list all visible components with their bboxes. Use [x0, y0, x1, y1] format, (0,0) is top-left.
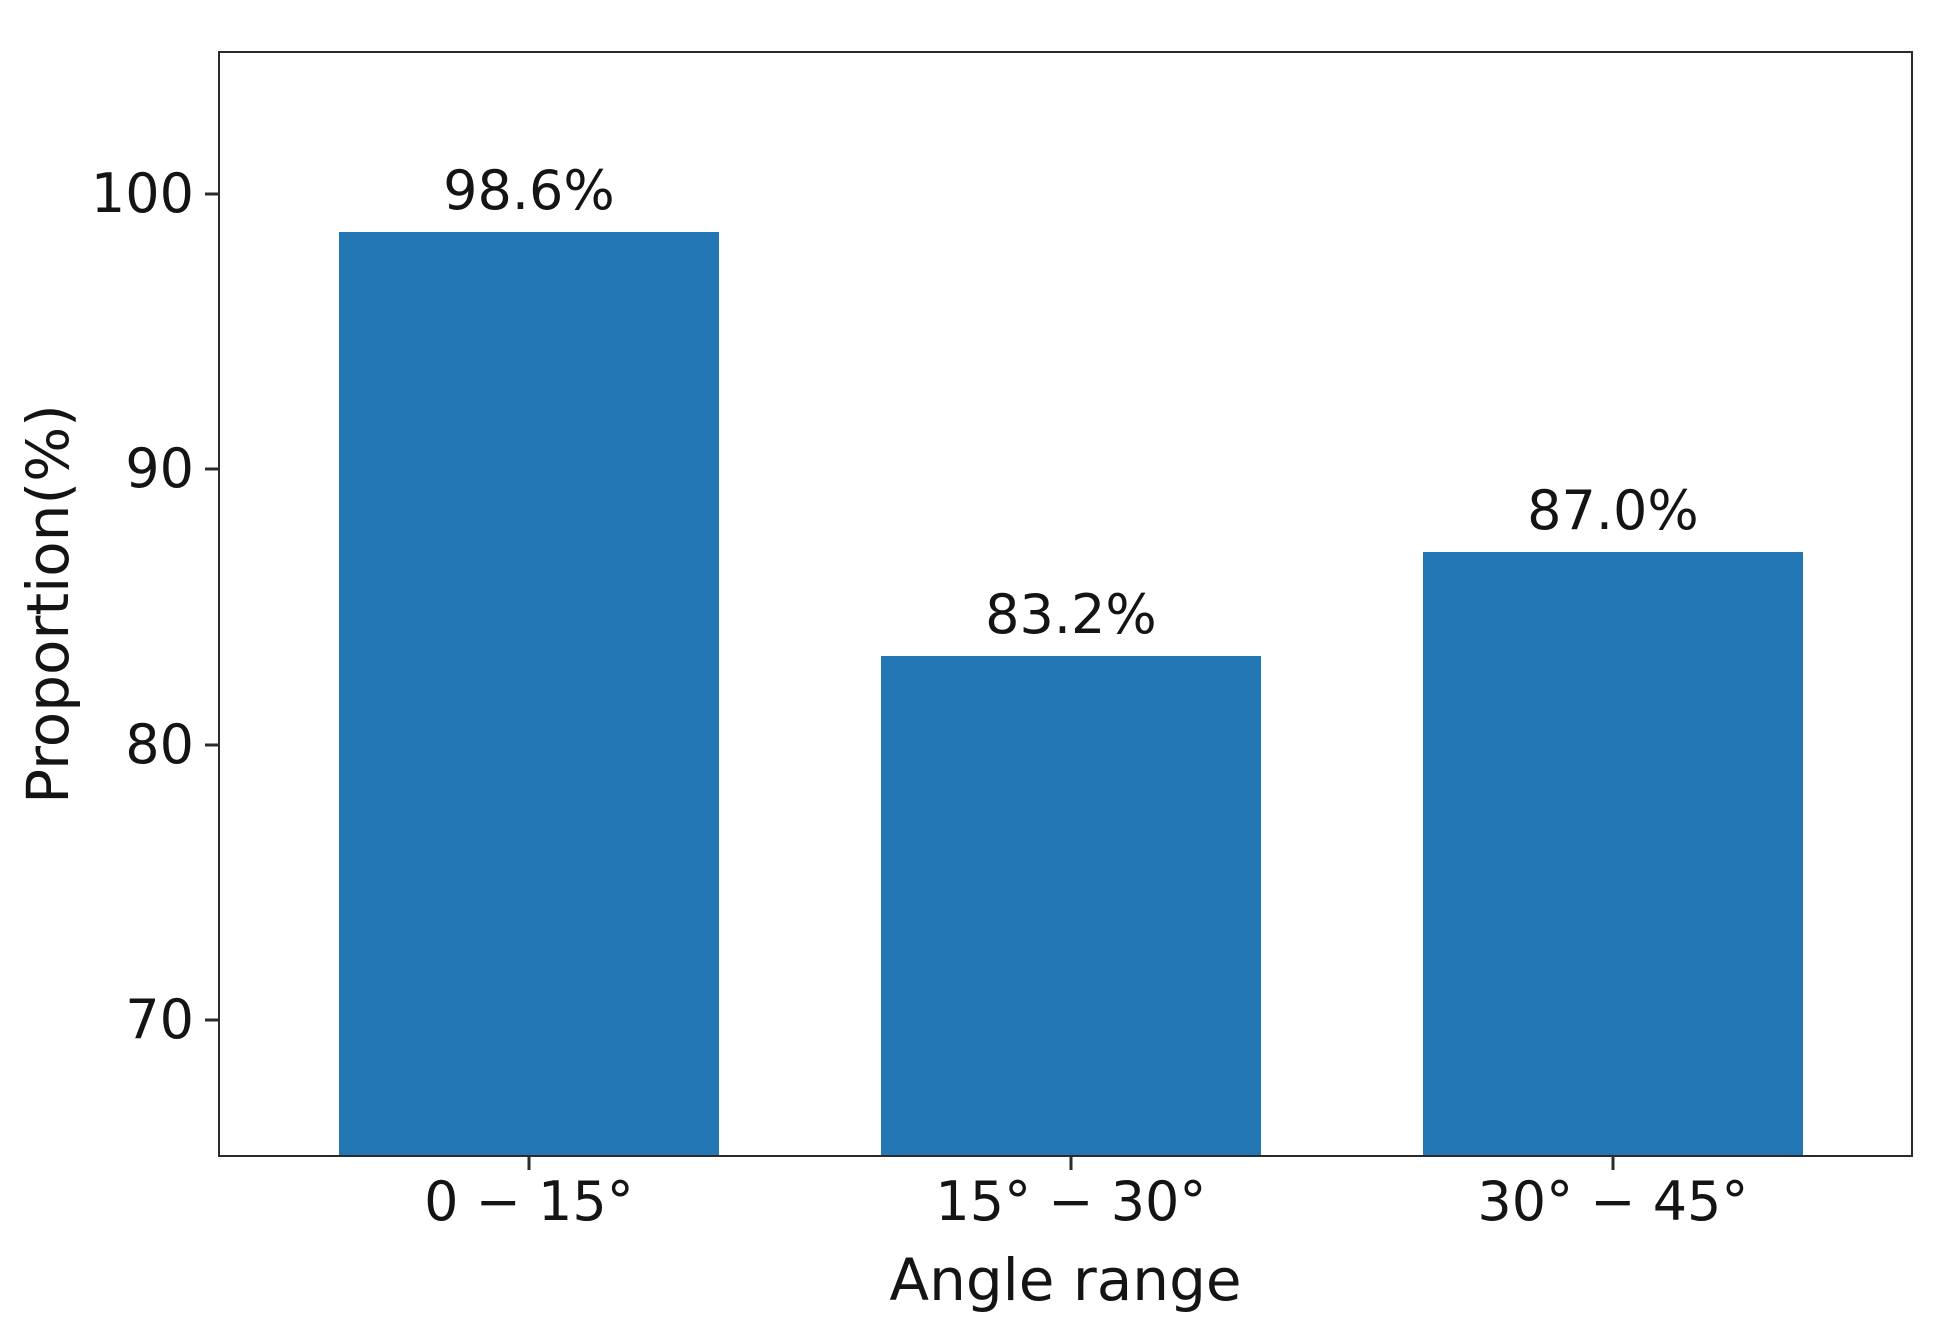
- y-axis-label: Proportion(%): [14, 404, 82, 804]
- bar-value-label: 98.6%: [443, 159, 615, 223]
- y-tick-mark: [205, 1018, 218, 1022]
- x-tick-mark: [527, 1157, 531, 1170]
- y-tick-mark: [205, 192, 218, 195]
- y-tick-label: 70: [125, 988, 194, 1051]
- bar: [339, 232, 719, 1155]
- x-axis-label: Angle range: [889, 1246, 1242, 1314]
- plot-area: 98.6% 83.2% 87.0% 70 80 90 100 0 − 15° 15° − 3…: [91, 51, 1913, 1309]
- bar-value-label: 83.2%: [985, 583, 1157, 647]
- y-tick-mark: [205, 467, 218, 471]
- x-tick-label: 15° − 30°: [935, 1170, 1207, 1233]
- x-tick-mark: [1069, 1157, 1073, 1170]
- x-tick-label: 30° − 45°: [1477, 1170, 1749, 1233]
- bar-value-label: 87.0%: [1527, 478, 1699, 542]
- bar: [881, 656, 1261, 1155]
- y-tick-mark: [205, 743, 218, 746]
- x-tick-mark: [1611, 1157, 1615, 1170]
- y-tick-label: 80: [125, 712, 194, 776]
- bar: [1423, 551, 1803, 1155]
- y-tick-label: 100: [90, 161, 194, 225]
- x-tick-label: 0 − 15°: [424, 1170, 634, 1233]
- y-tick-label: 90: [125, 437, 194, 500]
